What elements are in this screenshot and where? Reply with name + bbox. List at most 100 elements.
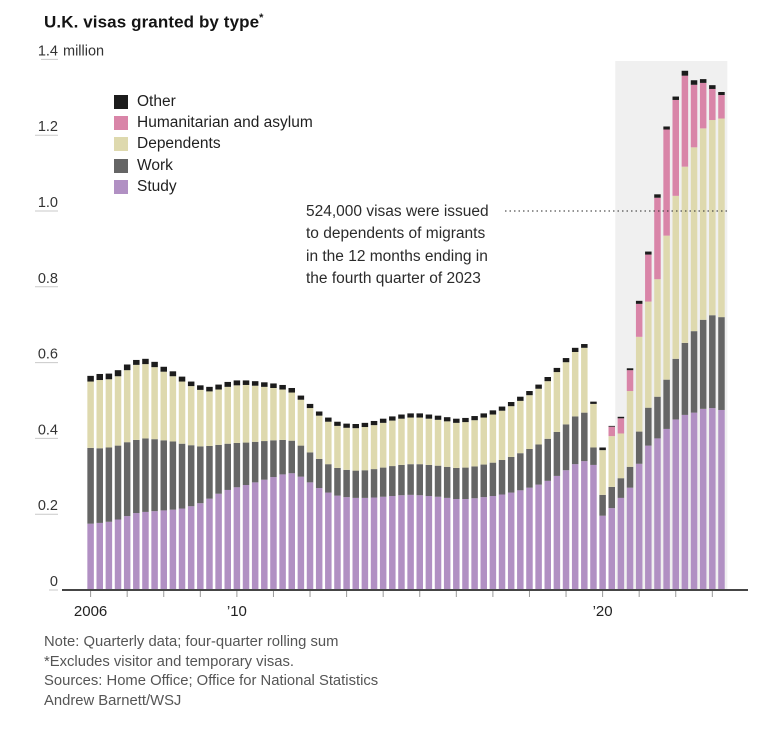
bar-segment-other [718, 91, 725, 96]
bar-segment-dependents [233, 385, 241, 443]
bar-segment-work [151, 439, 158, 512]
y-axis-label: 1.2 [38, 119, 58, 135]
bar-segment-study [251, 482, 259, 590]
bar-segment-work [690, 331, 698, 413]
bar-segment-study [535, 484, 542, 590]
bar-segment-humanitarian-and-asylum [690, 84, 698, 148]
bar-segment-study [270, 477, 277, 590]
note-line: *Excludes visitor and temporary visas. [44, 653, 295, 670]
bar-segment-dependents [224, 386, 231, 444]
bar-segment-other [672, 96, 680, 100]
bar-segment-other [581, 344, 588, 348]
bar-segment-dependents [626, 391, 634, 467]
bar-segment-work [517, 453, 524, 491]
bar-segment-work [251, 441, 259, 483]
bar-segment-other [690, 80, 698, 85]
note-line: Note: Quarterly data; four-quarter rolli… [44, 634, 339, 650]
bar-segment-study [233, 487, 241, 590]
bar-segment-dependents [352, 428, 359, 471]
bar-segment-study [325, 492, 332, 590]
bar-segment-study [133, 513, 140, 590]
bar-segment-work [553, 431, 561, 476]
bar-segment-other [297, 395, 305, 400]
bar-segment-dependents [297, 399, 305, 446]
bar-segment-work [197, 446, 204, 504]
bar-segment-work [718, 317, 725, 410]
bar-segment-other [215, 384, 222, 390]
bar-segment-work [315, 458, 323, 489]
bar-segment-other [553, 367, 561, 373]
bar-segment-dependents [526, 395, 533, 450]
bar-segment-study [261, 479, 268, 590]
bar-segment-humanitarian-and-asylum [645, 254, 652, 302]
title-footnote-marker: * [259, 12, 264, 24]
bar-segment-dependents [261, 386, 268, 442]
bar-segment-study [379, 496, 387, 590]
bar-segment-dependents [407, 417, 414, 465]
bar-segment-work [87, 447, 94, 524]
bar-segment-dependents [142, 364, 149, 439]
bar-segment-study [142, 511, 149, 590]
bar-segment-dependents [160, 371, 167, 441]
bar-segment-work [105, 447, 113, 522]
bar-segment-work [498, 460, 506, 495]
bar-segment-study [407, 494, 414, 590]
bar-segment-other [425, 414, 433, 419]
bar-segment-study [206, 498, 213, 590]
bar-segment-work [352, 470, 359, 498]
bar-segment-work [590, 447, 597, 465]
bar-segment-work [416, 464, 423, 496]
bar-segment-study [690, 412, 698, 590]
bar-segment-study [151, 511, 158, 590]
x-axis-label: 2006 [74, 603, 107, 620]
bar-segment-study [306, 482, 314, 590]
legend-label: Study [137, 178, 177, 196]
bar-segment-work [133, 439, 140, 514]
bar-segment-humanitarian-and-asylum [626, 370, 634, 392]
bar-segment-study [471, 498, 478, 590]
bar-segment-work [699, 319, 707, 409]
bar-segment-work [361, 470, 369, 498]
bar-segment-dependents [215, 389, 222, 445]
legend-item-dependents: Dependents [114, 134, 313, 155]
bar-segment-other [370, 420, 378, 426]
bar-segment-study [114, 519, 122, 590]
bar-segment-work [233, 442, 241, 488]
bar-segment-dependents [370, 425, 378, 470]
chart-legend: Other Humanitarian and asylum Dependents… [114, 91, 313, 198]
bar-segment-other [352, 423, 359, 429]
bar-segment-work [379, 467, 387, 497]
bar-segment-study [224, 489, 231, 590]
x-axis-label: ’20 [593, 603, 613, 620]
bar-segment-study [279, 474, 286, 590]
bar-segment-other [489, 410, 497, 415]
bar-segment-work [507, 456, 515, 493]
bar-segment-dependents [334, 425, 341, 468]
bar-segment-work [562, 424, 570, 471]
annotation-line: to dependents of migrants [306, 225, 486, 243]
bar-segment-dependents [571, 351, 579, 417]
bar-segment-dependents [279, 389, 286, 440]
bar-segment-other [471, 416, 478, 421]
bar-segment-dependents [133, 364, 140, 440]
bar-segment-humanitarian-and-asylum [635, 303, 643, 337]
bar-segment-other [453, 418, 460, 423]
y-axis-label: 1.0 [38, 195, 58, 211]
bar-segment-work [123, 442, 131, 517]
bar-segment-dependents [608, 436, 616, 487]
bar-segment-study [553, 475, 561, 590]
bar-segment-study [443, 497, 451, 590]
bar-segment-other [261, 382, 268, 387]
bar-segment-other [389, 416, 396, 421]
bar-segment-study [507, 492, 515, 590]
bar-segment-dependents [206, 391, 213, 446]
bar-segment-other [270, 383, 277, 388]
bar-segment-study [654, 438, 661, 590]
bar-segment-study [178, 508, 186, 590]
bar-segment-work [599, 494, 606, 516]
bar-segment-dependents [635, 336, 643, 432]
bar-segment-dependents [672, 195, 680, 359]
note-line: Andrew Barnett/WSJ [44, 692, 182, 709]
bar-segment-study [105, 521, 113, 590]
bar-segment-dependents [96, 380, 103, 449]
